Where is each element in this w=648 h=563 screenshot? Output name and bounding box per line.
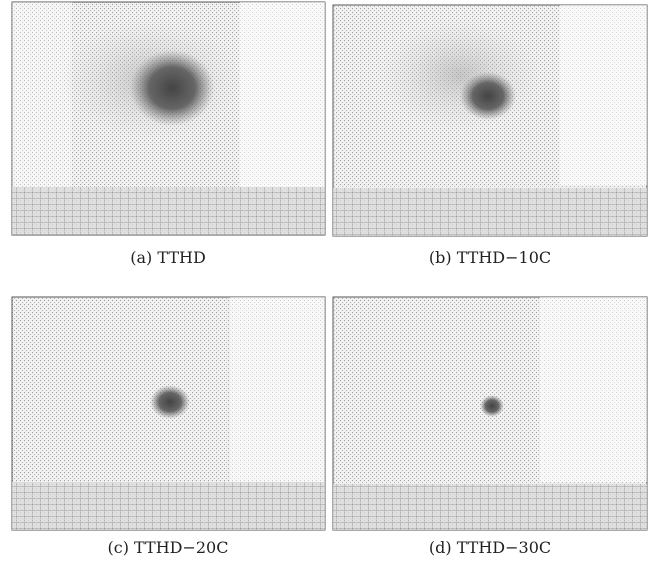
caption: (d) TTHD−30C (429, 538, 551, 557)
panel-a (11, 1, 326, 236)
panel-b (332, 4, 648, 237)
caption: (c) TTHD−20C (108, 538, 229, 557)
panel-c (11, 296, 326, 531)
caption: (a) TTHD (130, 248, 206, 267)
caption: (b) TTHD−10C (429, 248, 551, 267)
panel-d (332, 296, 648, 531)
